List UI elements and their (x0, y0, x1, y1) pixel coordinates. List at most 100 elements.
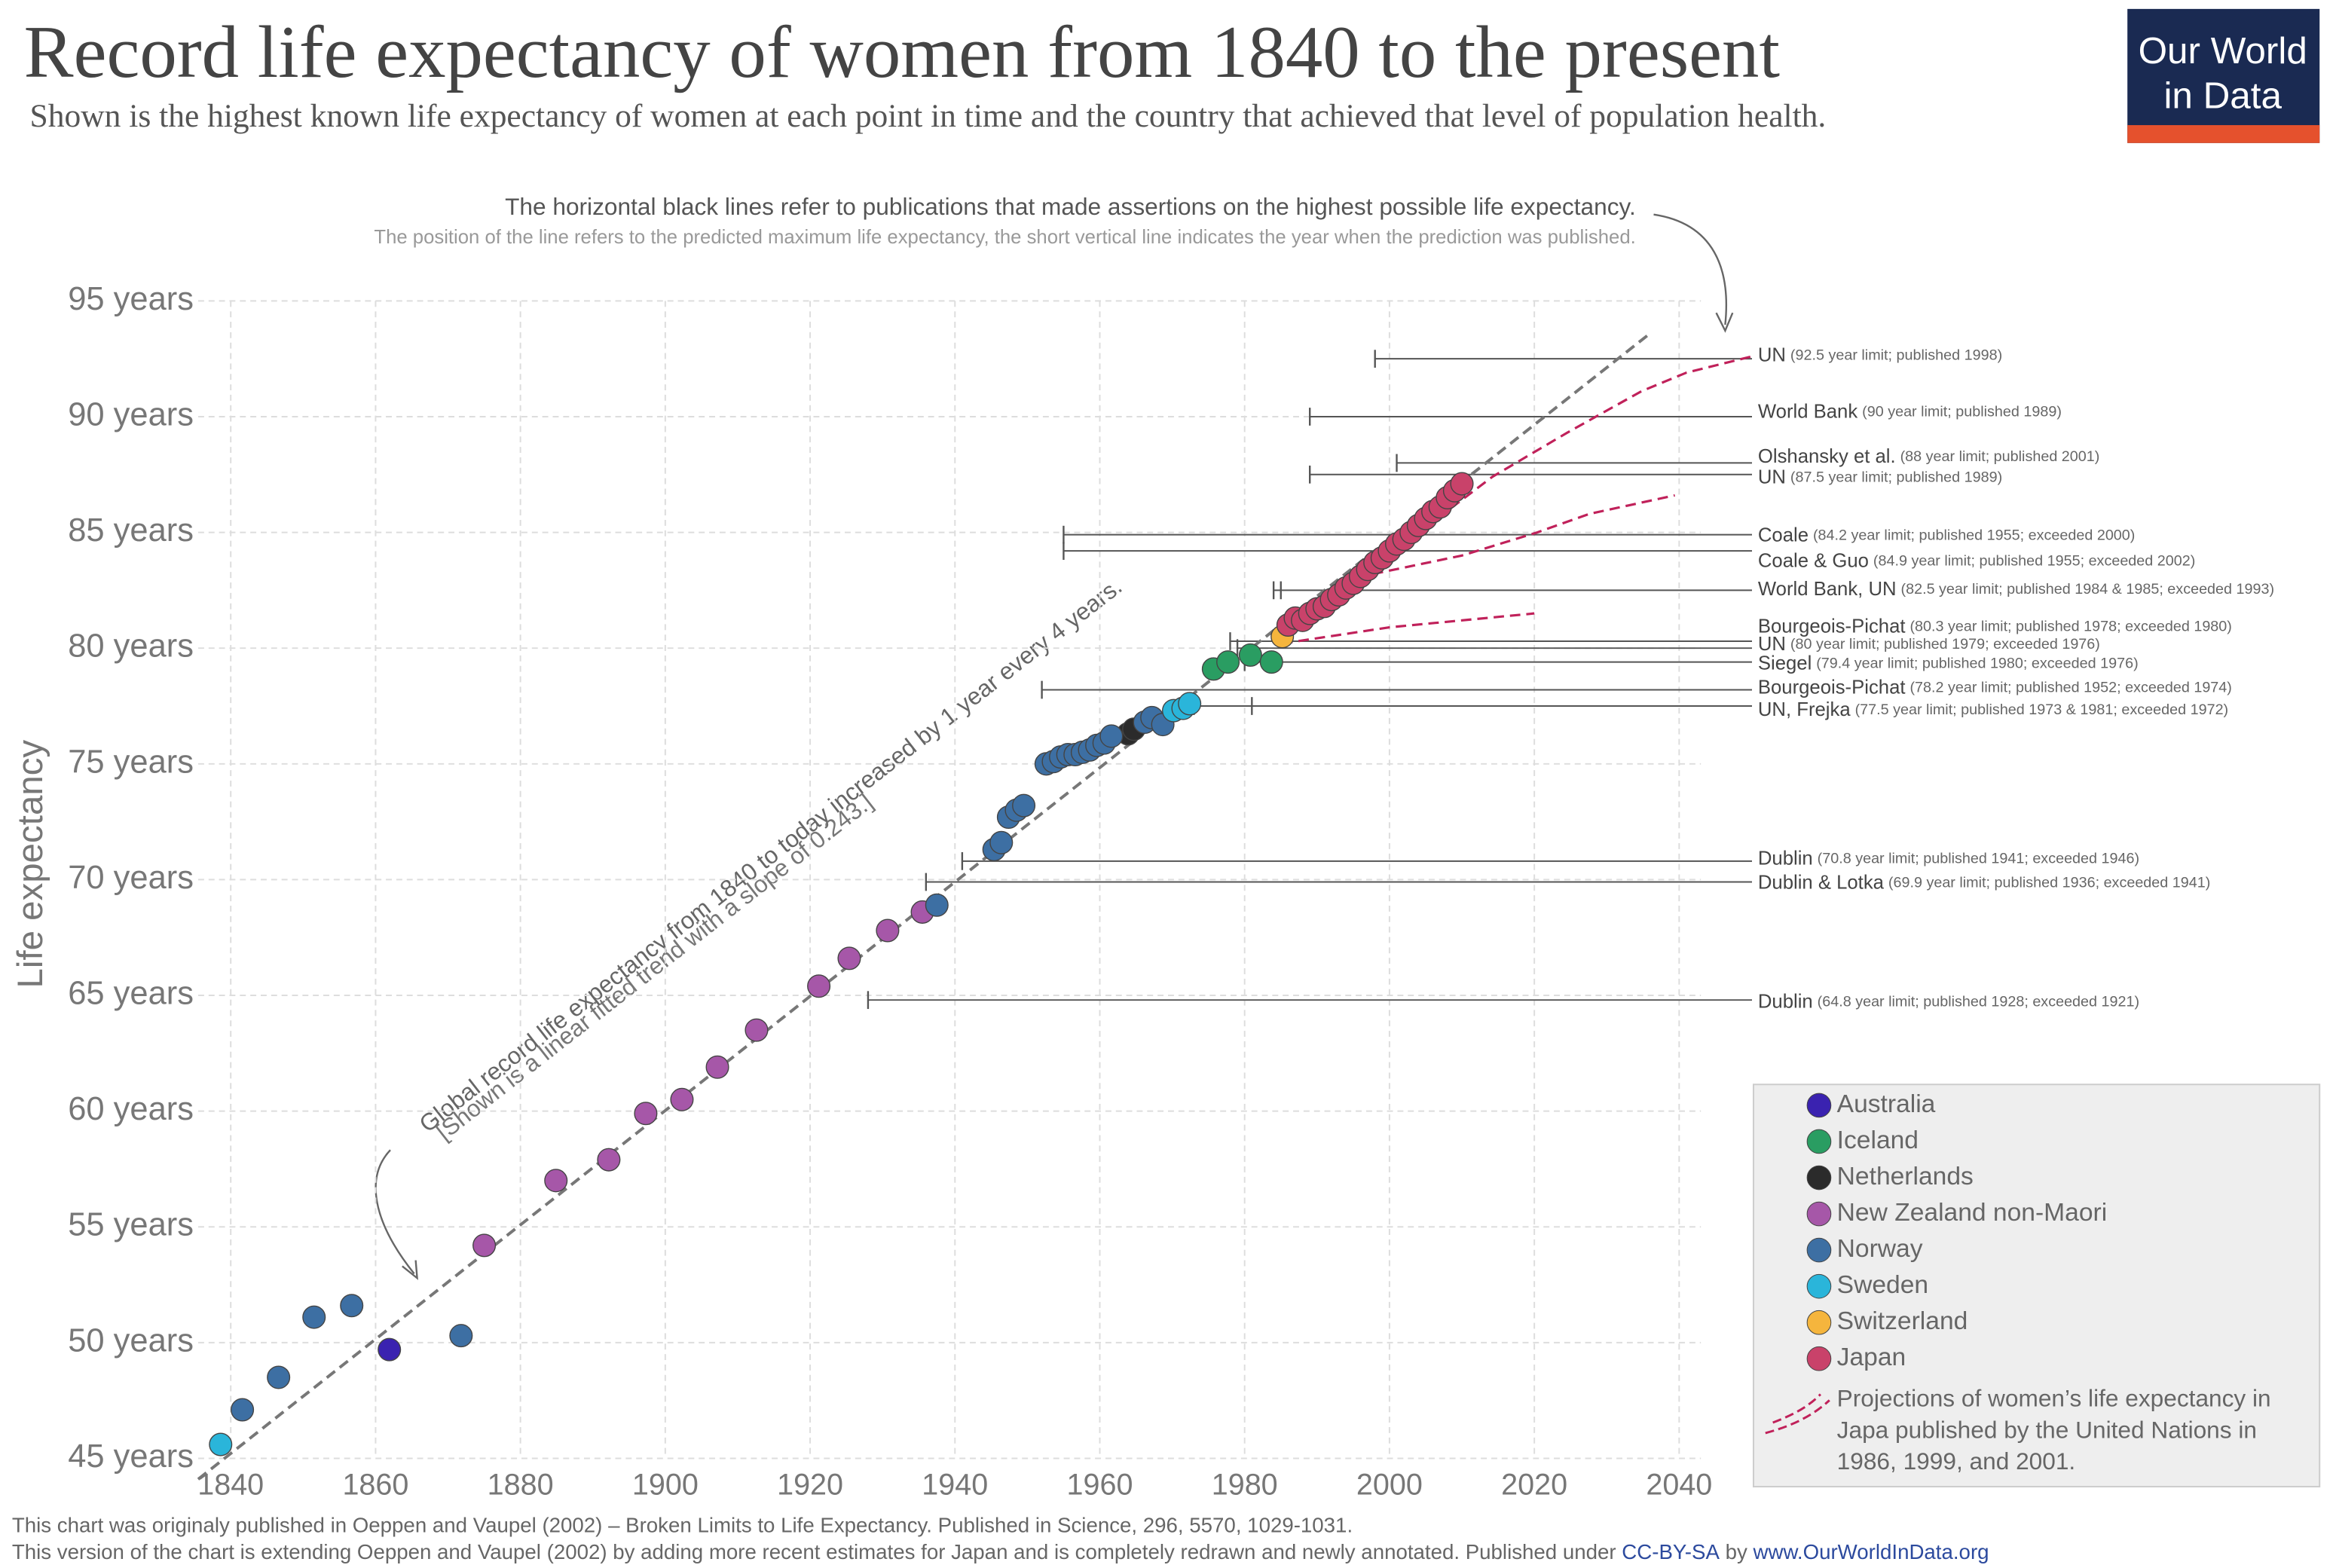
legend-label: Japa published by the United Nations in (1837, 1416, 2257, 1443)
logo-bar (2127, 125, 2320, 143)
limit-label: Siegel (79.4 year limit; published 1980; … (1758, 653, 2139, 674)
x-tick-label: 1900 (632, 1468, 699, 1501)
footer: by (1720, 1540, 1754, 1563)
annotation: The position of the line refers to the p… (374, 227, 1635, 248)
footer: This chart was originaly published in Oe… (12, 1514, 1353, 1537)
point (231, 1398, 255, 1422)
logo-text: Our World (2139, 30, 2307, 72)
x-tick-label: 2000 (1356, 1468, 1423, 1501)
x-tick-label: 1960 (1067, 1468, 1133, 1501)
projection-line (1424, 355, 1752, 529)
arrow-head (402, 1260, 418, 1280)
y-tick-label: 85 years (68, 512, 194, 549)
arrow (1653, 213, 1728, 326)
legend-label: Sweden (1837, 1271, 1928, 1299)
limit-name: Bourgeois-Pichat (1758, 616, 1906, 637)
point (1450, 472, 1474, 496)
y-tick-label: 95 years (68, 281, 194, 317)
y-tick-label: 70 years (68, 860, 194, 896)
x-tick-label: 1840 (197, 1468, 264, 1501)
limit-name: UN, Frejka (1758, 699, 1851, 720)
point (807, 974, 831, 998)
limit-name: Dublin (1758, 848, 1813, 870)
arrow-head (1715, 312, 1734, 333)
point (705, 1055, 729, 1079)
point (1099, 724, 1124, 748)
limit-label: UN (87.5 year limit; published 1989) (1758, 466, 2002, 488)
limit-note: (90 year limit; published 1989) (1862, 404, 2062, 420)
limit-name: Coale (1758, 525, 1809, 546)
legend-swatch (1806, 1273, 1832, 1299)
legend-label: Projections of women’s life expectancy i… (1837, 1385, 2271, 1412)
chart-title: Record life expectancy of women from 184… (24, 11, 1780, 93)
limit-note: (69.9 year limit; published 1936; exceed… (1888, 875, 2210, 891)
legend-swatch (1806, 1310, 1832, 1335)
point (544, 1169, 568, 1193)
legend-label: New Zealand non-Maori (1837, 1199, 2108, 1227)
point (449, 1324, 473, 1348)
point (267, 1365, 291, 1389)
site-link[interactable]: www.OurWorldInData.org (1752, 1540, 1989, 1563)
limit-note: (79.4 year limit; published 1980; exceed… (1816, 656, 2138, 672)
x-tick-label: 1880 (488, 1468, 554, 1501)
footer: This version of the chart is extending O… (12, 1540, 1622, 1563)
logo (2127, 8, 2320, 143)
y-tick-label: 65 years (68, 976, 194, 1012)
projection-line (1282, 612, 1535, 645)
point (340, 1294, 364, 1318)
limit-name: UN (1758, 344, 1786, 365)
x-tick-label: 2040 (1646, 1468, 1712, 1501)
limit-name: World Bank, UN (1758, 579, 1897, 600)
y-tick-label: 75 years (68, 744, 194, 780)
limit-note: (88 year limit; published 2001) (1900, 448, 2100, 465)
limit-note: (78.2 year limit; published 1952; exceed… (1909, 680, 2231, 696)
limit-name: Dublin (1758, 991, 1813, 1012)
limit-name: Olshansky et al. (1758, 446, 1896, 467)
limit-note: (82.5 year limit; published 1984 & 1985;… (1901, 581, 2275, 598)
point (876, 918, 900, 943)
limit-name: Siegel (1758, 653, 1812, 674)
x-tick-label: 2020 (1501, 1468, 1567, 1501)
point (634, 1102, 658, 1126)
legend-swatch (1806, 1346, 1832, 1371)
y-tick-label: 45 years (68, 1438, 194, 1475)
limit-label: Olshansky et al. (88 year limit; publishe… (1758, 446, 2099, 467)
limit-note: (77.5 year limit; published 1973 & 1981;… (1855, 701, 2229, 718)
limit-name: UN (1758, 466, 1786, 488)
limit-name: World Bank (1758, 401, 1857, 422)
limit-note: (80 year limit; published 1979; exceeded… (1790, 636, 2100, 653)
arrow (375, 1149, 415, 1275)
subtitle: Shown is the highest known life expectan… (30, 98, 1827, 134)
y-axis-label: Life expectancy (11, 740, 50, 989)
logo-text: in Data (2163, 75, 2282, 117)
y-tick-label: 90 years (68, 396, 194, 432)
footer: This version of the chart is extending O… (12, 1540, 1989, 1563)
legend-label: Iceland (1837, 1126, 1919, 1154)
legend-label: Netherlands (1837, 1163, 1974, 1191)
limit-label: Dublin (70.8 year limit; published 1941; … (1758, 848, 2139, 870)
legend-swatch (1806, 1165, 1832, 1191)
point (745, 1018, 769, 1042)
projection-line (1372, 494, 1675, 576)
limit-label: Bourgeois-Pichat (80.3 year limit; publis… (1758, 616, 2232, 637)
point (837, 946, 861, 970)
point (1178, 692, 1202, 716)
limit-label: Dublin & Lotka (69.9 year limit; publishe… (1758, 872, 2210, 893)
trend-annotation: [Shown is a linear fitted trend with a s… (431, 788, 878, 1145)
point (209, 1432, 233, 1456)
point (670, 1087, 694, 1111)
license-link[interactable]: CC-BY-SA (1622, 1540, 1720, 1563)
point (1012, 793, 1036, 818)
limit-note: (84.9 year limit; published 1955; exceed… (1873, 553, 2195, 570)
limit-label: Dublin (64.8 year limit; published 1928; … (1758, 991, 2139, 1012)
point (989, 830, 1014, 854)
point (1216, 650, 1240, 674)
legend-label: 1986, 1999, and 2001. (1837, 1447, 2076, 1475)
limit-note: (80.3 year limit; published 1978; exceed… (1909, 619, 2231, 635)
legend-swatch (1806, 1093, 1832, 1118)
limit-note: (92.5 year limit; published 1998) (1790, 347, 2002, 364)
legend-label: Norway (1837, 1235, 1923, 1263)
x-tick-label: 1980 (1212, 1468, 1278, 1501)
y-tick-label: 50 years (68, 1322, 194, 1359)
x-tick-label: 1940 (922, 1468, 988, 1501)
